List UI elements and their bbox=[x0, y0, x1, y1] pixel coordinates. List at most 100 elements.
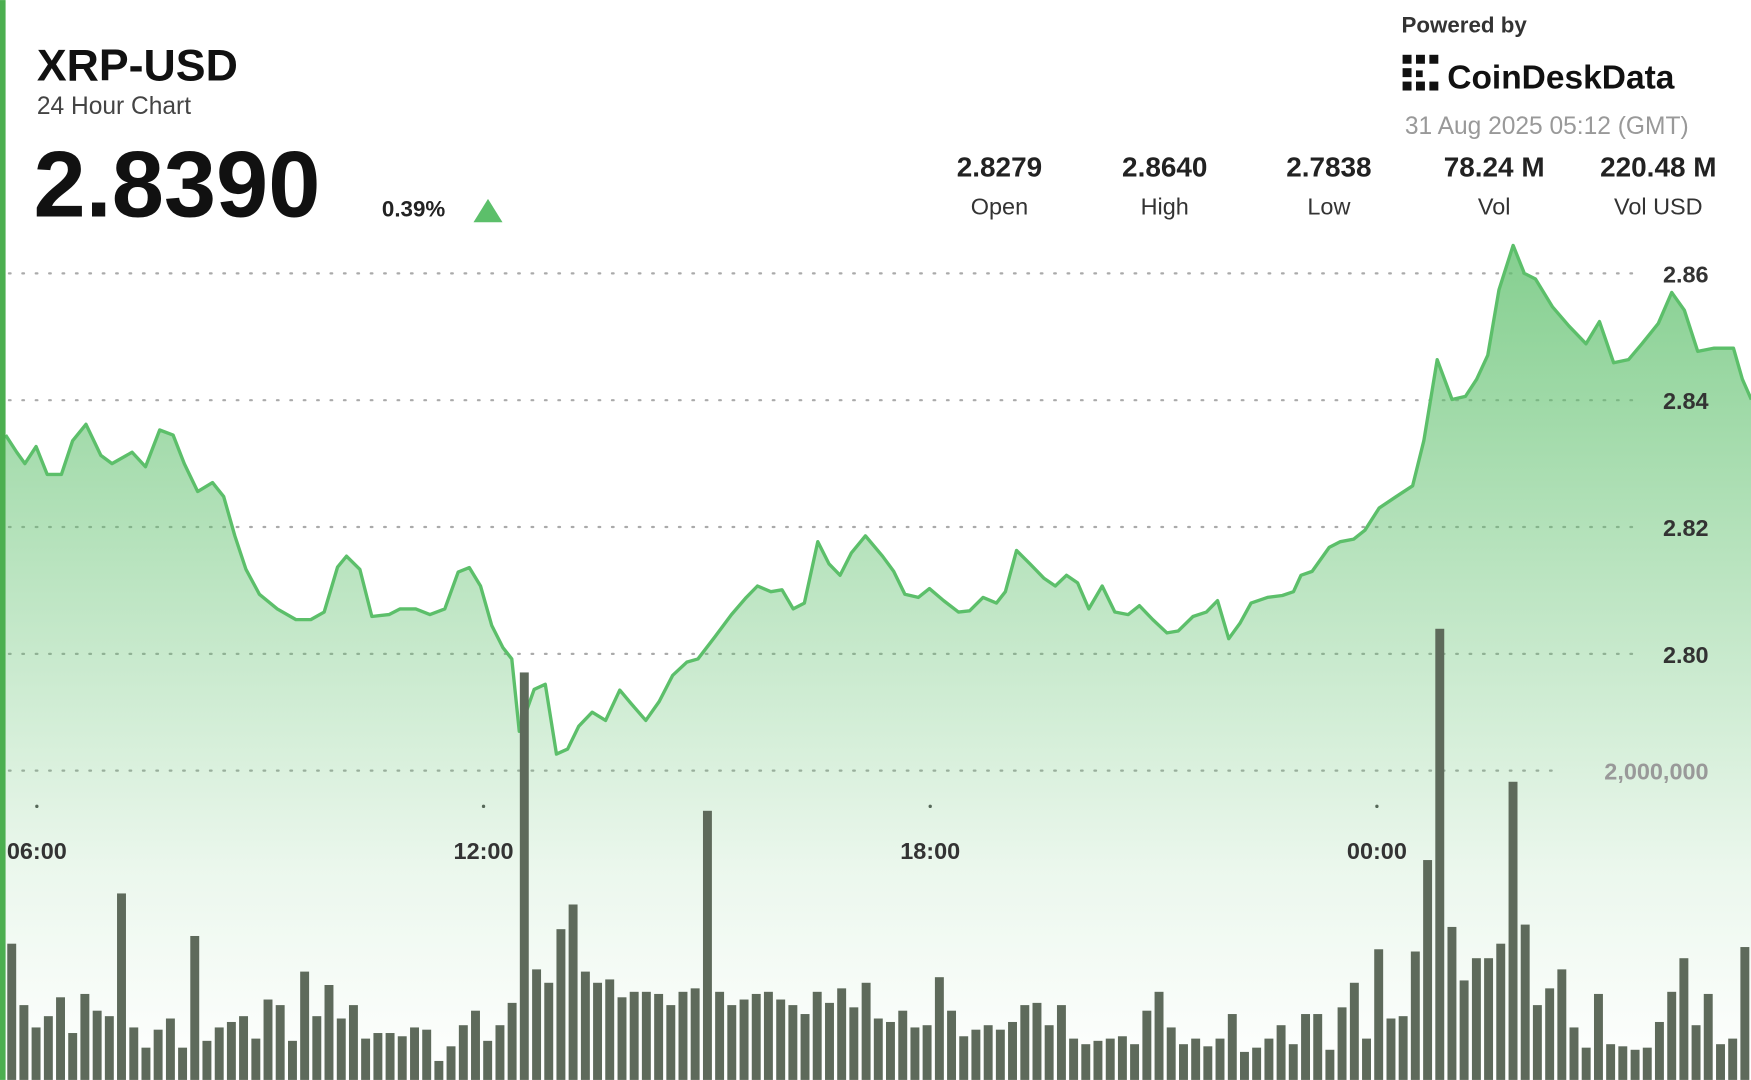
volume-bar bbox=[1142, 1010, 1152, 1080]
volume-bar bbox=[1179, 1044, 1188, 1080]
x-tick-label: 12:00 bbox=[454, 838, 514, 864]
volume-bar bbox=[165, 1018, 175, 1080]
volume-bar bbox=[1654, 1021, 1664, 1080]
volume-bar bbox=[141, 1047, 151, 1080]
volume-bar bbox=[190, 935, 200, 1080]
volume-bar bbox=[690, 988, 700, 1080]
volume-bar bbox=[1410, 951, 1420, 1080]
accent-stripe bbox=[0, 0, 6, 1080]
volume-bar bbox=[19, 1005, 29, 1080]
volume-bar bbox=[751, 993, 761, 1080]
volume-bar bbox=[873, 1018, 883, 1080]
volume-bar bbox=[1593, 993, 1603, 1080]
volume-bar bbox=[910, 1027, 920, 1080]
volume-bar bbox=[239, 1016, 249, 1080]
volume-bar bbox=[593, 982, 603, 1080]
stat-value: 220.48 M bbox=[1600, 152, 1716, 183]
volume-bar bbox=[885, 1021, 895, 1080]
volume-bar bbox=[287, 1040, 297, 1080]
volume-bar bbox=[1056, 1005, 1066, 1080]
volume-bar bbox=[397, 1036, 407, 1080]
volume-bar bbox=[1239, 1051, 1249, 1080]
volume-bar bbox=[605, 979, 615, 1080]
volume-bar bbox=[1667, 991, 1677, 1080]
volume-bar bbox=[1349, 982, 1359, 1080]
volume-bar bbox=[837, 988, 847, 1080]
volume-bar bbox=[727, 1005, 737, 1080]
volume-bar bbox=[1618, 1046, 1628, 1080]
y-tick-label: 2.84 bbox=[1663, 388, 1709, 414]
volume-bar bbox=[300, 971, 310, 1080]
volume-bar bbox=[1105, 1038, 1115, 1080]
current-price: 2.8390 bbox=[34, 132, 321, 237]
volume-bar bbox=[849, 1007, 859, 1080]
volume-bar bbox=[214, 1027, 224, 1080]
volume-bar bbox=[1264, 1038, 1274, 1080]
volume-bar bbox=[324, 985, 334, 1080]
volume-bar bbox=[1362, 1038, 1371, 1080]
stat-value: 2.7838 bbox=[1286, 152, 1371, 183]
volume-bar bbox=[263, 999, 273, 1080]
volume-bar bbox=[251, 1038, 261, 1080]
volume-bar bbox=[1191, 1038, 1201, 1080]
volume-bar bbox=[1288, 1044, 1298, 1080]
volume-bar bbox=[1423, 860, 1433, 1080]
volume-bar bbox=[1545, 988, 1555, 1080]
volume-bar bbox=[995, 1029, 1005, 1080]
volume-bar bbox=[1520, 924, 1530, 1080]
volume-bar bbox=[1117, 1036, 1127, 1080]
x-tick-label: 18:00 bbox=[900, 838, 960, 864]
volume-bar bbox=[1703, 993, 1713, 1080]
volume-bar bbox=[1252, 1047, 1262, 1080]
volume-bar bbox=[336, 1018, 346, 1080]
powered-by: Powered by bbox=[1401, 12, 1527, 37]
volume-bar bbox=[410, 1027, 419, 1080]
volume-bar bbox=[275, 1005, 285, 1080]
volume-bar bbox=[1215, 1038, 1225, 1080]
volume-bar bbox=[678, 991, 688, 1080]
volume-bar bbox=[1069, 1038, 1079, 1080]
label-layer: 2.80 2.82 2.84 2.86 06:00 12:00 18:00 00:00 2,00… bbox=[7, 261, 1709, 864]
volume-bar bbox=[629, 991, 639, 1080]
volume-bar bbox=[1093, 1040, 1103, 1080]
volume-bar bbox=[1496, 943, 1506, 1080]
price-change: 0.39% bbox=[382, 197, 445, 222]
stat-label: Low bbox=[1307, 193, 1350, 219]
volume-bar bbox=[1386, 1018, 1396, 1080]
volume-bar bbox=[385, 1033, 395, 1080]
volume-bar bbox=[178, 1047, 188, 1080]
volume-bar bbox=[1008, 1021, 1017, 1080]
volume-bar bbox=[471, 1010, 480, 1080]
volume-bar bbox=[1508, 781, 1518, 1080]
volume-bar bbox=[458, 1025, 468, 1080]
volume-bar bbox=[641, 991, 651, 1080]
volume-bar bbox=[1691, 1025, 1701, 1080]
volume-bar bbox=[1374, 949, 1384, 1080]
volume-bar bbox=[776, 999, 786, 1080]
volume-bar bbox=[1716, 1044, 1725, 1080]
volume-bar bbox=[861, 982, 871, 1080]
volume-bar bbox=[971, 1029, 981, 1080]
volume-bar bbox=[1557, 969, 1567, 1080]
stats: 2.8279 Open 2.8640 High 2.7838 Low 78.24 M Vol 2… bbox=[957, 152, 1717, 220]
brand-name: CoinDeskData bbox=[1447, 59, 1674, 96]
volume-bar bbox=[202, 1040, 212, 1080]
volume-bar bbox=[1044, 1025, 1054, 1080]
volume-bar bbox=[715, 991, 725, 1080]
x-tick-label: 06:00 bbox=[7, 838, 67, 864]
volume-bar bbox=[1642, 1047, 1652, 1080]
volume-bar bbox=[532, 969, 542, 1080]
volume-bar bbox=[1447, 926, 1457, 1080]
volume-bar bbox=[361, 1038, 371, 1080]
bar-layer bbox=[7, 628, 1750, 1080]
y-tick-label: 2,000,000 bbox=[1604, 759, 1708, 785]
volume-bar bbox=[1606, 1044, 1616, 1080]
volume-bar bbox=[1337, 1007, 1347, 1080]
volume-bar bbox=[654, 993, 664, 1080]
volume-bar bbox=[898, 1010, 908, 1080]
volume-bar bbox=[983, 1025, 993, 1080]
volume-bar bbox=[1313, 1014, 1323, 1080]
timestamp: 31 Aug 2025 05:12 (GMT) bbox=[1405, 113, 1689, 140]
volume-bar bbox=[763, 991, 773, 1080]
